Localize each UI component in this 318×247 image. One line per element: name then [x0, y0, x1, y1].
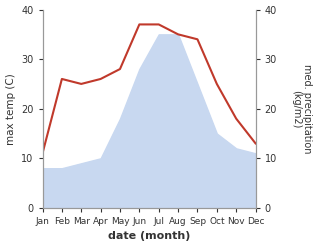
Y-axis label: max temp (C): max temp (C): [5, 73, 16, 144]
X-axis label: date (month): date (month): [108, 231, 190, 242]
Y-axis label: med. precipitation
(kg/m2): med. precipitation (kg/m2): [291, 64, 313, 153]
